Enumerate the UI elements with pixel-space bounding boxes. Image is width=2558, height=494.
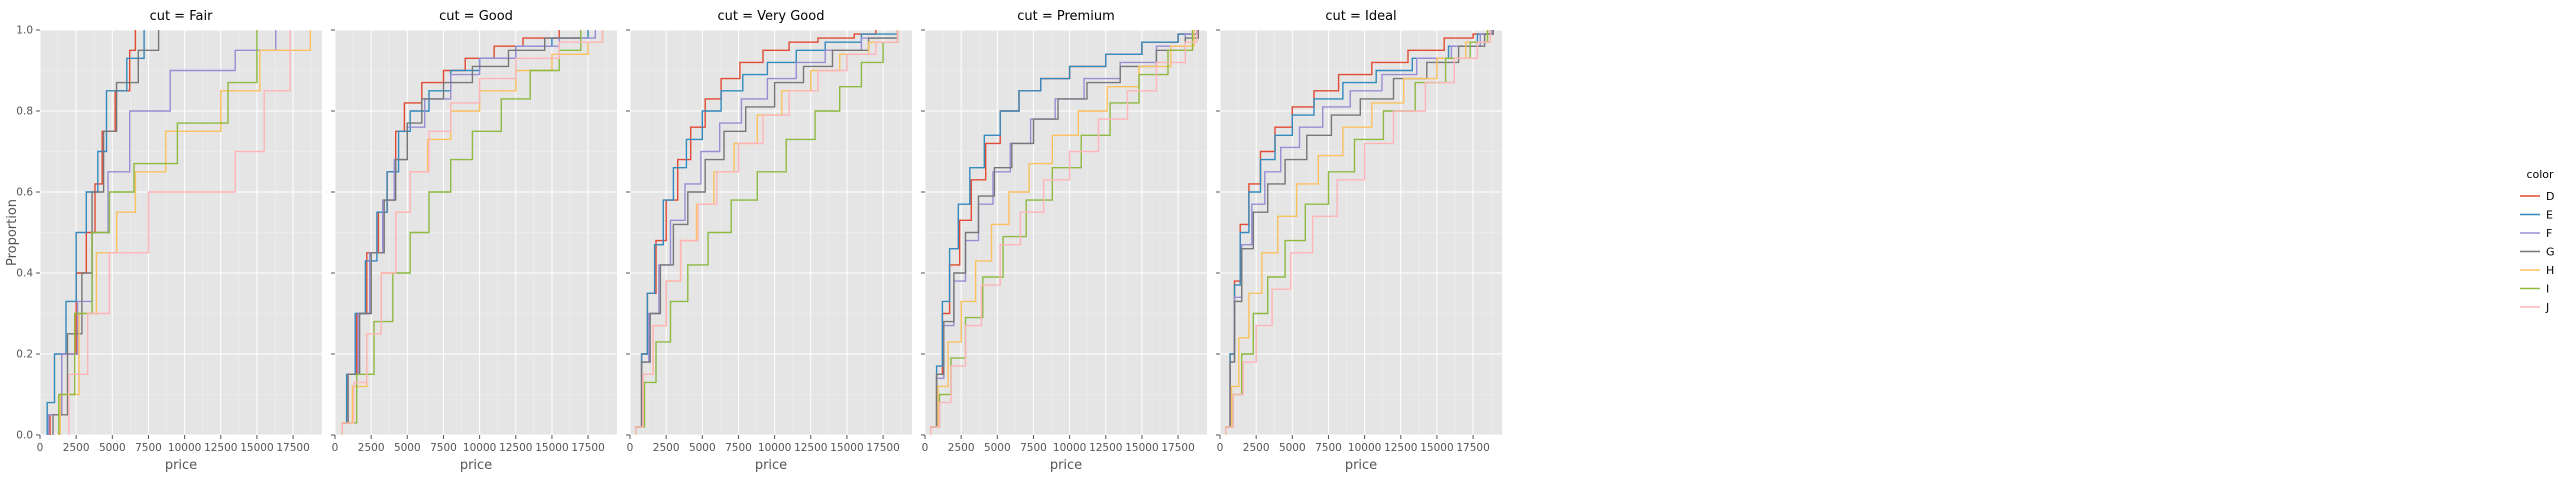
x-tick-label: 15000 [240, 442, 273, 454]
x-tick-label: 7500 [135, 442, 162, 454]
legend-label-e: E [2546, 209, 2553, 222]
x-tick-label: 0 [332, 442, 339, 454]
x-axis-label: price [755, 458, 787, 473]
x-tick-label: 10000 [463, 442, 496, 454]
x-tick-label: 17500 [1161, 442, 1194, 454]
x-tick-label: 12500 [1089, 442, 1122, 454]
x-tick-label: 10000 [168, 442, 201, 454]
ecdf-line-h [59, 30, 312, 435]
x-tick-label: 7500 [1315, 442, 1342, 454]
x-tick-label: 17500 [1456, 442, 1489, 454]
y-tick-label: 0.2 [16, 349, 33, 361]
ecdf-line-f [635, 30, 899, 435]
y-tick-label: 0.6 [16, 187, 33, 199]
x-tick-label: 15000 [535, 442, 568, 454]
ecdf-line-g [341, 30, 582, 435]
x-tick-label: 12500 [499, 442, 532, 454]
ecdf-line-i [341, 30, 582, 435]
facet-title: cut = Ideal [1325, 9, 1396, 24]
x-tick-label: 0 [1217, 442, 1224, 454]
y-tick-label: 1.0 [16, 25, 33, 37]
x-tick-label: 12500 [794, 442, 827, 454]
x-tick-label: 5000 [1279, 442, 1306, 454]
ecdf-line-i [1225, 30, 1489, 435]
x-tick-label: 0 [37, 442, 44, 454]
legend-label-j: J [2545, 301, 2549, 314]
legend-label-f: F [2546, 227, 2552, 240]
x-tick-label: 2500 [948, 442, 975, 454]
ecdf-line-e [1225, 30, 1492, 435]
facet-title: cut = Very Good [718, 9, 825, 24]
x-tick-label: 5000 [984, 442, 1011, 454]
x-tick-label: 5000 [689, 442, 716, 454]
x-tick-label: 10000 [1053, 442, 1086, 454]
ecdf-line-g [635, 30, 899, 435]
x-tick-label: 0 [922, 442, 929, 454]
x-tick-label: 7500 [1020, 442, 1047, 454]
ecdf-line-e [46, 30, 145, 435]
ecdf-line-j [635, 30, 899, 435]
ecdf-line-g [1225, 30, 1494, 435]
y-tick-label: 0.0 [16, 430, 33, 442]
x-tick-label: 10000 [758, 442, 791, 454]
ecdf-line-j [1225, 30, 1492, 435]
y-tick-label: 0.4 [16, 268, 33, 280]
facet-panel-fair: cut = Fair 0 2500 5000 7500 10000 12500 15000 17… [16, 9, 322, 473]
ecdf-line-h [1225, 30, 1489, 435]
ecdf-line-i [635, 30, 899, 435]
x-tick-label: 17500 [571, 442, 604, 454]
facet-title: cut = Premium [1017, 9, 1115, 24]
facet-panel-ideal: cut = Ideal 0 2500 5000 7500 10000 12500 15000 1… [1216, 9, 1502, 473]
y-tick-label: 0.8 [16, 106, 33, 118]
ecdf-line-i [58, 30, 258, 435]
ecdf-line-e [930, 30, 1198, 435]
ecdf-line-j [930, 30, 1198, 435]
x-tick-label: 15000 [1420, 442, 1453, 454]
x-tick-label: 10000 [1348, 442, 1381, 454]
x-tick-label: 15000 [1125, 442, 1158, 454]
x-tick-label: 12500 [1384, 442, 1417, 454]
ecdf-line-e [635, 30, 899, 435]
facet-title: cut = Fair [150, 9, 214, 24]
x-tick-label: 2500 [63, 442, 90, 454]
legend-label-g: G [2546, 246, 2555, 259]
facet-title: cut = Good [439, 9, 513, 24]
x-axis-label: price [460, 458, 492, 473]
legend-label-h: H [2546, 264, 2554, 277]
ecdf-line-j [68, 30, 291, 435]
y-axis-label: Proportion [5, 199, 20, 266]
x-tick-label: 2500 [653, 442, 680, 454]
x-axis-label: price [165, 458, 197, 473]
legend-title: color [2526, 168, 2554, 181]
legend-label-d: D [2546, 190, 2554, 203]
ecdf-line-j [341, 30, 604, 435]
x-tick-label: 5000 [99, 442, 126, 454]
x-axis-label: price [1345, 458, 1377, 473]
facet-panel-very-good: cut = Very Good 0 2500 5000 7500 10000 12500 15… [626, 9, 912, 473]
x-tick-label: 2500 [1243, 442, 1270, 454]
x-tick-label: 2500 [358, 442, 385, 454]
ecdf-line-g [52, 30, 160, 435]
x-tick-label: 15000 [830, 442, 863, 454]
x-tick-label: 7500 [725, 442, 752, 454]
facet-panel-premium: cut = Premium 0 2500 5000 7500 10000 12500 1500… [921, 9, 1207, 473]
ecdf-line-f [48, 30, 277, 435]
x-tick-label: 0 [627, 442, 634, 454]
x-tick-label: 5000 [394, 442, 421, 454]
x-axis-label: price [1050, 458, 1082, 473]
x-tick-label: 7500 [430, 442, 457, 454]
x-tick-label: 17500 [866, 442, 899, 454]
legend-label-i: I [2546, 283, 2549, 296]
x-tick-label: 17500 [276, 442, 309, 454]
facet-panel-good: cut = Good 0 2500 5000 7500 10000 12500 15000 17… [331, 9, 617, 473]
x-tick-label: 12500 [204, 442, 237, 454]
